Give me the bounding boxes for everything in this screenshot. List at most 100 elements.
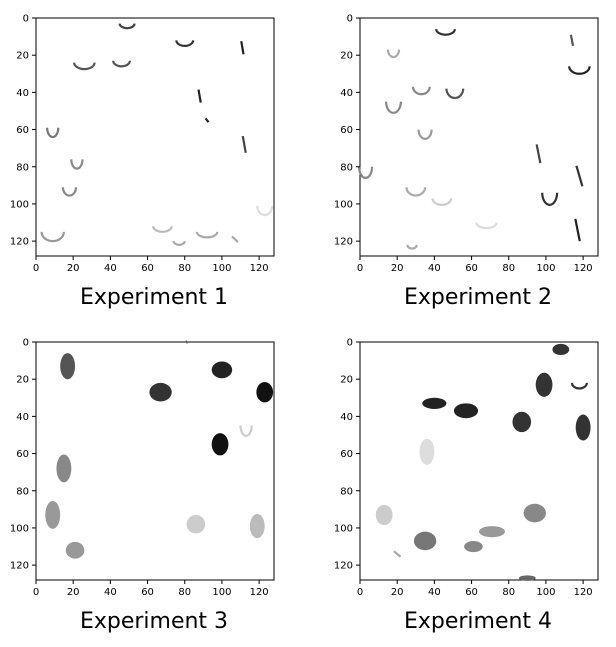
blob — [256, 381, 274, 403]
blob — [464, 540, 483, 553]
image-axes: 0 20 40 60 80 100 120 0 20 40 60 80 100 120 — [10, 338, 275, 598]
blob — [239, 425, 253, 437]
blob — [149, 382, 172, 402]
blob — [118, 23, 136, 30]
blob — [384, 101, 403, 114]
x-tick-label: 20 — [391, 587, 404, 598]
y-tick-label: 20 — [16, 51, 29, 62]
x-tick-label: 120 — [250, 587, 269, 598]
experiment-3-caption: Experiment 3 — [79, 609, 229, 634]
blob — [40, 231, 65, 243]
x-tick-label: 100 — [212, 587, 231, 598]
blob — [184, 340, 189, 344]
blob — [231, 235, 239, 243]
x-tick-label: 100 — [536, 587, 555, 598]
y-tick-label: 120 — [10, 237, 29, 248]
blob-layer — [45, 340, 274, 559]
y-tick-label: 80 — [340, 486, 353, 497]
y-tick-label: 80 — [16, 162, 29, 173]
blob — [195, 231, 219, 239]
x-tick-label: 80 — [502, 263, 515, 274]
blob — [535, 372, 553, 397]
blob — [112, 60, 131, 68]
blob — [56, 454, 72, 483]
y-tick-label: 80 — [340, 162, 353, 173]
x-tick-label: 80 — [502, 587, 515, 598]
x-tick-label: 0 — [357, 263, 363, 274]
y-tick-label: 120 — [10, 561, 29, 572]
blob — [411, 86, 431, 96]
x-tick-label: 60 — [465, 263, 478, 274]
x-tick-label: 0 — [33, 587, 39, 598]
blob — [419, 438, 435, 465]
blob — [357, 166, 374, 179]
blob — [405, 187, 427, 197]
blob — [211, 361, 233, 379]
y-tick-label: 100 — [334, 523, 353, 534]
y-tick-label: 20 — [340, 51, 353, 62]
blob — [431, 198, 453, 206]
blob — [240, 41, 245, 55]
blob — [570, 382, 588, 390]
x-tick-label: 40 — [428, 587, 441, 598]
blob — [535, 144, 542, 164]
y-tick-label: 40 — [340, 88, 353, 99]
y-tick-label: 0 — [23, 14, 29, 25]
blob — [445, 88, 465, 99]
blob — [479, 526, 506, 538]
experiment-1-caption: Experiment 1 — [79, 285, 229, 310]
blob — [574, 218, 581, 242]
x-tick-label: 120 — [574, 263, 593, 274]
blob — [249, 513, 265, 539]
image-axes: 0 20 40 60 80 100 120 0 20 40 60 80 100 120 — [334, 338, 599, 598]
blob — [256, 205, 274, 217]
blob — [575, 414, 591, 441]
blob — [523, 503, 546, 523]
experiment-2-panel: 0 20 40 60 80 100 120 0 20 40 60 80 100 120 — [324, 0, 604, 274]
y-tick-label: 80 — [16, 486, 29, 497]
experiment-2-caption: Experiment 2 — [403, 285, 553, 310]
blob — [60, 353, 76, 380]
blob-layer — [40, 23, 274, 246]
blob — [241, 135, 247, 153]
x-tick-label: 100 — [212, 263, 231, 274]
blob — [175, 40, 195, 47]
blob — [569, 34, 575, 47]
blob — [204, 117, 210, 123]
x-tick-label: 40 — [104, 263, 117, 274]
x-tick-label: 40 — [428, 263, 441, 274]
x-tick-label: 20 — [391, 263, 404, 274]
image-axes: 0 20 40 60 80 100 120 0 20 40 60 80 100 120 — [10, 14, 275, 274]
blob — [413, 531, 437, 551]
x-tick-label: 0 — [357, 587, 363, 598]
blob — [65, 541, 85, 559]
y-tick-label: 60 — [340, 125, 353, 136]
blob — [475, 222, 498, 230]
blob — [512, 411, 532, 433]
x-tick-label: 20 — [67, 587, 80, 598]
y-tick-label: 120 — [334, 561, 353, 572]
experiment-3-panel: 0 20 40 60 80 100 120 0 20 40 60 80 100 120 — [0, 324, 280, 598]
image-axes: 0 20 40 60 80 100 120 0 20 40 60 80 100 120 — [334, 14, 599, 274]
y-tick-label: 20 — [16, 375, 29, 386]
y-tick-label: 0 — [347, 14, 353, 25]
image-frame — [359, 17, 599, 257]
blob — [386, 49, 401, 59]
x-tick-label: 120 — [250, 263, 269, 274]
x-tick-label: 80 — [178, 263, 191, 274]
blob — [518, 575, 536, 581]
y-tick-label: 40 — [16, 88, 29, 99]
x-tick-label: 120 — [574, 587, 593, 598]
y-tick-label: 40 — [16, 412, 29, 423]
x-tick-label: 20 — [67, 263, 80, 274]
x-tick-label: 100 — [536, 263, 555, 274]
blob — [73, 62, 96, 71]
y-tick-label: 100 — [10, 523, 29, 534]
image-frame — [35, 341, 275, 581]
y-tick-label: 60 — [340, 449, 353, 460]
image-frame — [359, 341, 599, 581]
blob-layer — [375, 343, 591, 581]
blob — [61, 187, 78, 197]
blob — [541, 192, 559, 206]
blob — [211, 433, 229, 456]
